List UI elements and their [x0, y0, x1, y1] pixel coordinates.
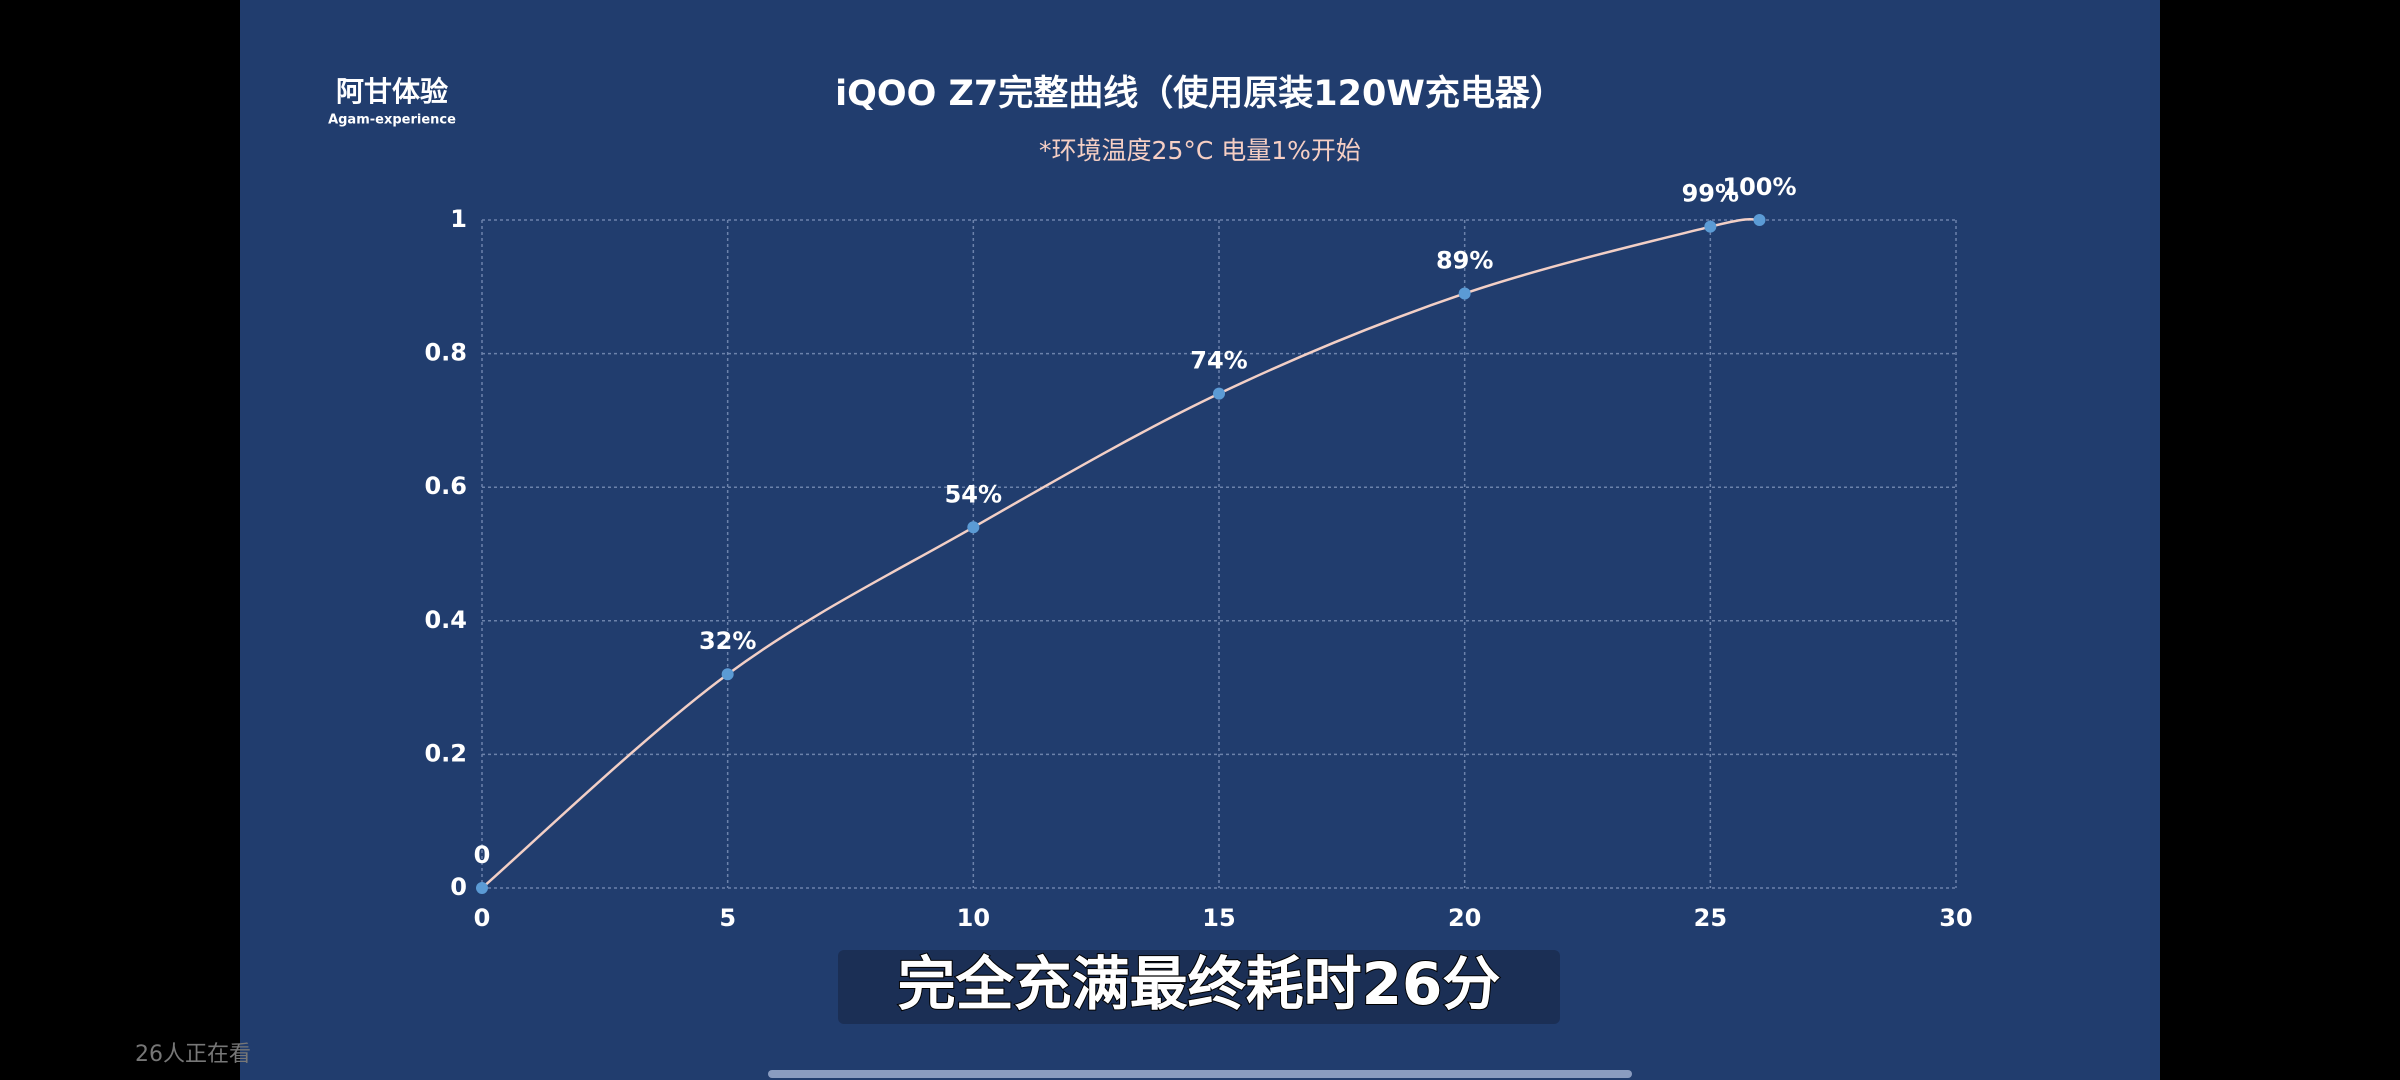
progress-bar	[768, 1070, 1632, 1078]
y-tick-label: 0.4	[424, 606, 467, 634]
data-label: 32%	[699, 627, 756, 655]
data-label: 89%	[1436, 246, 1493, 274]
viewer-count: 26人正在看	[135, 1042, 251, 1067]
data-label: 99%	[1682, 180, 1739, 208]
data-point	[1213, 387, 1225, 400]
y-tick-label: 0.2	[424, 739, 467, 767]
watermark-sub: Agam-experience	[328, 113, 456, 128]
data-label: 100%	[1722, 173, 1796, 201]
data-label: 0	[474, 841, 491, 869]
video-frame	[240, 0, 2160, 1080]
x-tick-label: 5	[719, 904, 736, 932]
data-line	[481, 217, 1760, 889]
x-tick-label: 10	[957, 904, 990, 932]
watermark-name: 阿甘体验	[336, 75, 448, 108]
caption: 完全充满最终耗时26分	[898, 950, 1501, 1018]
data-point	[476, 882, 488, 894]
y-tick-label: 1	[450, 205, 467, 233]
plot: 00.20.40.60.810 5 10 15 20 25 30032%54%74%89%9…	[424, 173, 1972, 932]
x-tick-label: 20	[1448, 904, 1481, 932]
data-point	[967, 521, 980, 534]
x-tick-label: 0	[474, 904, 491, 932]
data-point	[1704, 220, 1717, 233]
chart-subtitle: *环境温度25°C 电量1%开始	[1039, 136, 1361, 165]
chart-title: iQOO Z7完整曲线（使用原装120W充电器）	[835, 73, 1565, 114]
caption-box	[838, 950, 1560, 1024]
y-tick-label: 0.8	[424, 339, 467, 367]
x-tick-label: 25	[1694, 904, 1727, 932]
x-tick-label: 30	[1939, 904, 1972, 932]
data-label: 74%	[1190, 347, 1247, 375]
data-point	[1753, 214, 1766, 226]
y-tick-label: 0.6	[424, 472, 467, 500]
data-point	[1458, 287, 1471, 300]
x-tick-label: 15	[1202, 904, 1235, 932]
y-tick-label: 0	[450, 873, 467, 901]
data-label: 54%	[945, 480, 1002, 508]
data-point	[721, 668, 734, 681]
